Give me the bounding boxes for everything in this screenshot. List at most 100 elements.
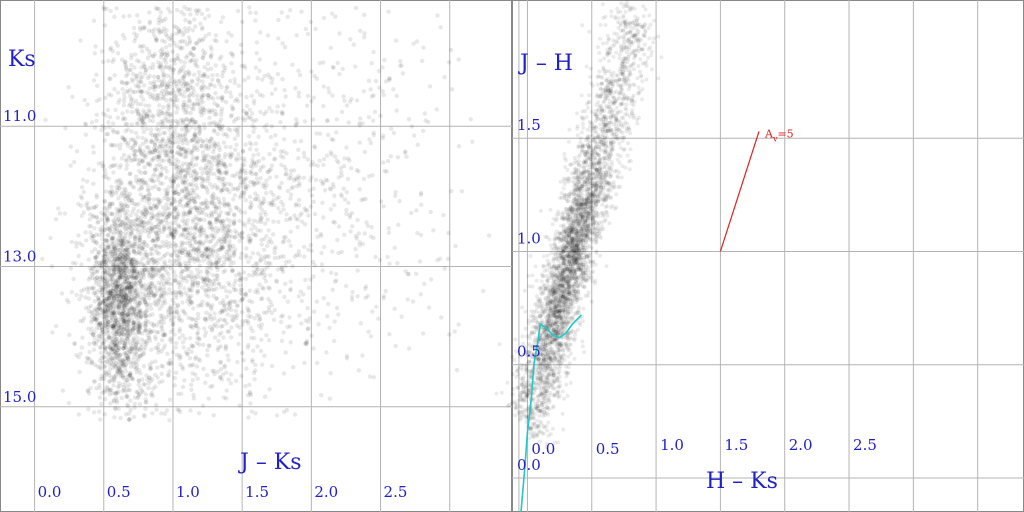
cmd-point (184, 227, 190, 233)
cmd-point (149, 177, 155, 183)
cmd-point (200, 25, 205, 30)
cmd-point (154, 265, 159, 270)
cmd-point (109, 193, 114, 198)
cmd-point (135, 323, 140, 328)
cmd-point (66, 400, 72, 406)
cmd-point (129, 281, 134, 287)
cmd-point (208, 155, 214, 160)
cmd-point (209, 307, 214, 312)
cmd-point (180, 308, 186, 313)
cmd-point (315, 163, 320, 168)
cmd-panel: 0.0 0.5 1.0 1.5 2.0 2.5 11.013.015.0 Ks J – K… (0, 0, 520, 512)
cmd-point (278, 319, 284, 325)
cmd-point (155, 197, 160, 202)
cmd-point (209, 317, 214, 322)
cmd-point (170, 322, 175, 328)
cmd-point (137, 147, 143, 152)
cmd-point (151, 81, 156, 87)
cmd-point (219, 96, 224, 101)
cmd-point (203, 318, 209, 323)
cmd-point (322, 188, 328, 193)
cmd-point (431, 228, 436, 233)
cmd-point (293, 123, 298, 128)
cmd-point (53, 217, 59, 222)
cmd-point (93, 44, 98, 49)
cmd-point (223, 231, 229, 236)
cmd-point (124, 162, 130, 168)
cmd-point (122, 248, 128, 253)
cmd-point (160, 265, 165, 271)
cmd-point (253, 411, 258, 416)
cmd-point (179, 242, 185, 248)
cmd-point (124, 166, 129, 171)
cmd-point (154, 163, 159, 168)
cmd-point (280, 313, 285, 318)
cmd-point (130, 79, 135, 84)
cmd-point (117, 380, 122, 386)
cmd-point (217, 317, 223, 322)
cmd-point (180, 168, 185, 174)
cmd-point (202, 16, 208, 21)
cmd-point (258, 219, 264, 225)
cmd-point (171, 290, 176, 296)
cmd-point (110, 306, 116, 311)
cmd-point (164, 64, 169, 70)
cmd-point (197, 241, 202, 247)
cmd-point (179, 240, 184, 245)
cmd-point (266, 338, 272, 343)
cmd-point (118, 325, 123, 331)
cmd-point (127, 67, 132, 73)
cmd-point (239, 309, 245, 315)
cmd-point (142, 298, 148, 303)
cmd-point (269, 80, 274, 85)
cmd-point (140, 125, 145, 130)
cmd-point (116, 383, 122, 389)
cmd-point (106, 58, 111, 64)
cmd-point (250, 273, 256, 278)
cmd-point (134, 251, 139, 256)
cmd-point (224, 388, 229, 393)
cmd-point (142, 414, 147, 419)
cmd-point (83, 295, 88, 300)
cmd-point (180, 268, 185, 274)
cmd-point (270, 232, 276, 237)
cmd-point (59, 291, 65, 296)
cmd-point (212, 129, 217, 134)
cmd-point (254, 272, 260, 277)
cmd-point (119, 285, 125, 291)
cmd-point (134, 260, 139, 266)
cmd-point (218, 247, 223, 252)
cmd-point (123, 187, 128, 193)
cmd-point (234, 128, 239, 133)
cmd-point (194, 205, 199, 211)
cmd-point (415, 142, 420, 147)
cmd-point (266, 285, 271, 290)
cmd-point (163, 153, 168, 158)
cmd-point (276, 206, 281, 211)
cmd-point (105, 324, 111, 330)
cmd-point (328, 207, 334, 212)
cmd-point (240, 319, 245, 324)
cmd-point (251, 101, 257, 106)
cmd-point (125, 327, 130, 333)
cmd-point (250, 359, 255, 364)
cmd-point (136, 382, 141, 387)
cmd-point (210, 196, 216, 201)
cmd-point (213, 277, 218, 282)
cmd-point (172, 40, 177, 46)
cmd-point (88, 268, 94, 274)
cmd-point (184, 203, 189, 208)
cmd-point (258, 258, 263, 264)
cmd-point (275, 104, 280, 109)
cmd-point (110, 292, 115, 297)
cmd-point (140, 135, 145, 141)
cmd-point (163, 218, 168, 223)
cmd-point (179, 197, 184, 202)
cmd-point (106, 245, 112, 250)
cmd-point (169, 91, 174, 96)
cmd-point (117, 332, 122, 337)
cmd-point (133, 141, 138, 146)
cmd-point (295, 224, 300, 230)
cmd-point (92, 238, 97, 244)
cmd-point (257, 282, 262, 287)
